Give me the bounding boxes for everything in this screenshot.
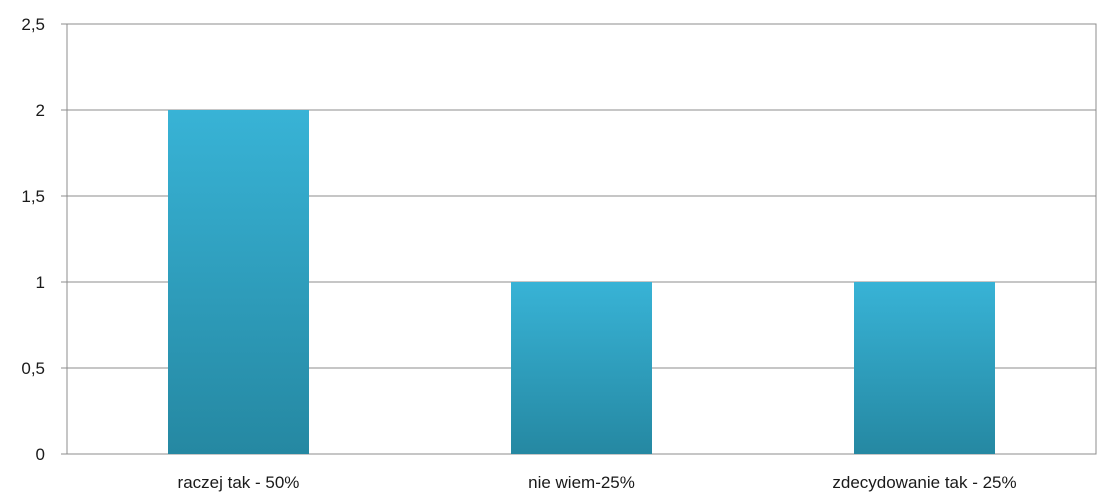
bar-2 [511, 282, 652, 454]
bars [168, 110, 995, 454]
y-tick-label: 1 [36, 273, 45, 292]
y-tick-label: 2,5 [21, 15, 45, 34]
x-axis: raczej tak - 50% nie wiem-25% zdecydowanie… [178, 473, 1017, 492]
y-tick-label: 0,5 [21, 359, 45, 378]
bar-1 [168, 110, 309, 454]
plot-area [66, 23, 1097, 455]
y-tick-label: 2 [36, 101, 45, 120]
y-tick-label: 0 [36, 445, 45, 464]
bar-3 [854, 282, 995, 454]
x-category-label: raczej tak - 50% [178, 473, 300, 492]
x-category-label: zdecydowanie tak - 25% [832, 473, 1016, 492]
x-category-label: nie wiem-25% [528, 473, 635, 492]
y-axis: 0 0,5 1 1,5 2 2,5 [21, 15, 67, 464]
y-tick-label: 1,5 [21, 187, 45, 206]
